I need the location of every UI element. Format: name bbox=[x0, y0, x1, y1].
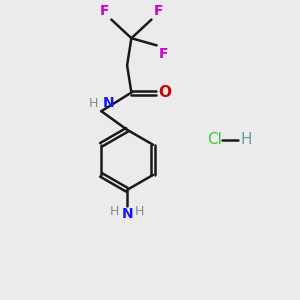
Text: F: F bbox=[100, 4, 109, 18]
Text: H: H bbox=[88, 97, 98, 110]
Text: O: O bbox=[158, 85, 171, 100]
Text: H: H bbox=[135, 205, 145, 218]
Text: H: H bbox=[240, 132, 252, 147]
Text: N: N bbox=[103, 96, 114, 110]
Text: H: H bbox=[110, 205, 119, 218]
Text: F: F bbox=[159, 47, 168, 61]
Text: N: N bbox=[121, 207, 133, 221]
Text: Cl: Cl bbox=[207, 132, 222, 147]
Text: F: F bbox=[154, 4, 163, 18]
